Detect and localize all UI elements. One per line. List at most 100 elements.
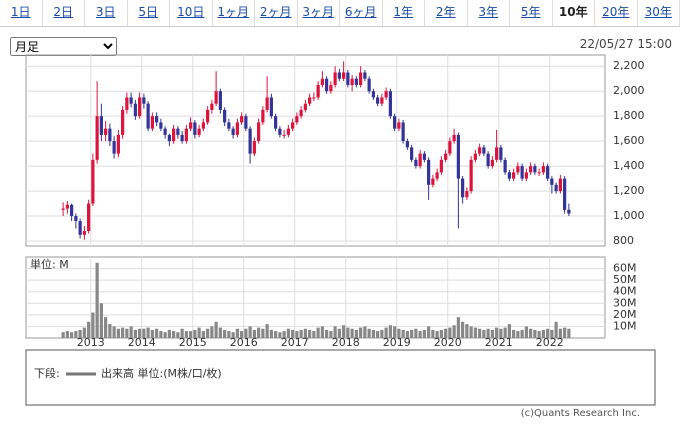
- timestamp: 22/05/27 15:00: [579, 37, 672, 51]
- candle-body: [435, 172, 439, 179]
- volume-bar: [333, 326, 337, 338]
- candle-body: [465, 191, 469, 198]
- x-tick-label: 2016: [230, 336, 258, 349]
- period-tab[interactable]: 2ヶ月: [255, 0, 298, 26]
- volume-bar: [558, 328, 562, 338]
- volume-bar: [210, 326, 214, 338]
- candle-body: [393, 116, 397, 129]
- volume-bar: [201, 331, 205, 338]
- candle-body: [87, 203, 91, 232]
- candle-body: [550, 178, 554, 185]
- period-tab[interactable]: 3年: [468, 0, 510, 26]
- volume-bar: [197, 327, 201, 338]
- volume-bar: [486, 328, 490, 338]
- candle-body: [376, 97, 380, 104]
- volume-bar: [150, 329, 154, 338]
- volume-bar: [456, 317, 460, 338]
- candle-body: [240, 116, 244, 123]
- y-tick-label: 30M: [613, 296, 637, 309]
- volume-bar: [529, 328, 533, 338]
- volume-bar: [74, 331, 78, 338]
- y-tick-label: 1,800: [613, 109, 645, 122]
- volume-bar: [159, 331, 163, 338]
- candle-body: [308, 97, 312, 104]
- candle-body: [533, 166, 537, 173]
- period-tab[interactable]: 2日: [43, 0, 85, 26]
- candle-body: [172, 128, 176, 142]
- candle-body: [410, 147, 414, 160]
- candle-body: [312, 97, 316, 99]
- candle-body: [78, 221, 82, 235]
- candle-body: [359, 72, 363, 85]
- candle-body: [274, 116, 278, 129]
- volume-bar: [218, 327, 222, 338]
- candle-body: [257, 122, 261, 142]
- volume-bar: [299, 329, 303, 338]
- volume-bar: [405, 331, 409, 338]
- period-tab[interactable]: 1ヶ月: [213, 0, 255, 26]
- period-tab[interactable]: 3ヶ月: [298, 0, 340, 26]
- period-tabs: 1日 2日 3日 5日 10日 1ヶ月 2ヶ月 3ヶ月 6ヶ月 1年 2年 3年 5年 10年 20年 30年: [0, 0, 680, 27]
- period-tab[interactable]: 2年: [425, 0, 468, 26]
- volume-bar: [214, 321, 218, 338]
- volume-bar: [193, 329, 197, 338]
- volume-bar: [354, 329, 358, 338]
- period-tab[interactable]: 1日: [0, 0, 43, 26]
- candle-body: [108, 128, 112, 142]
- volume-bar: [138, 328, 142, 338]
- period-tab[interactable]: 5年: [510, 0, 553, 26]
- x-tick-label: 2018: [332, 336, 360, 349]
- candle-body: [265, 97, 269, 110]
- candle-body: [354, 78, 358, 85]
- candle-body: [512, 172, 516, 179]
- period-tab[interactable]: 3日: [85, 0, 128, 26]
- volume-bar: [350, 328, 354, 338]
- volume-bar: [490, 329, 494, 338]
- volume-bar: [176, 332, 180, 338]
- interval-select[interactable]: 月足: [10, 37, 117, 56]
- candle-body: [516, 166, 520, 173]
- candle-body: [563, 178, 567, 210]
- period-tab[interactable]: 10年: [552, 0, 595, 26]
- volume-bar: [346, 327, 350, 338]
- candle-body: [150, 116, 154, 129]
- candle-body: [444, 153, 448, 160]
- volume-bar: [291, 329, 295, 338]
- candle-body: [121, 109, 125, 135]
- candle-body: [167, 134, 171, 142]
- volume-bar: [427, 326, 431, 338]
- period-tab[interactable]: 20年: [595, 0, 638, 26]
- volume-bar: [469, 326, 473, 338]
- legend-prefix: 下段:: [34, 366, 60, 380]
- x-tick-label: 2015: [179, 336, 207, 349]
- volume-bar: [303, 328, 307, 338]
- volume-bar: [550, 329, 554, 338]
- candle-body: [70, 204, 74, 217]
- period-tab[interactable]: 6ヶ月: [340, 0, 383, 26]
- candle-body: [452, 134, 456, 142]
- volume-bar: [439, 329, 443, 338]
- period-tab[interactable]: 1年: [383, 0, 425, 26]
- volume-bar: [155, 328, 159, 338]
- volume-bar: [337, 328, 341, 338]
- candle-body: [537, 172, 541, 174]
- candle-body: [252, 141, 256, 154]
- y-tick-label: 2,200: [613, 59, 645, 72]
- period-tab[interactable]: 5日: [128, 0, 170, 26]
- volume-bar: [252, 329, 256, 338]
- candle-body: [401, 122, 405, 142]
- volume-bar: [465, 324, 469, 338]
- volume-bar: [116, 328, 120, 338]
- y-tick-label: 40M: [613, 285, 637, 298]
- volume-bar: [108, 324, 112, 338]
- x-tick-label: 2019: [383, 336, 411, 349]
- candle-body: [286, 128, 290, 135]
- x-tick-label: 2020: [434, 336, 462, 349]
- volume-bar: [167, 329, 171, 338]
- candle-body: [61, 208, 65, 210]
- period-tab[interactable]: 10日: [170, 0, 213, 26]
- candle-body: [82, 231, 86, 235]
- candle-body: [303, 103, 307, 110]
- candle-body: [567, 209, 571, 214]
